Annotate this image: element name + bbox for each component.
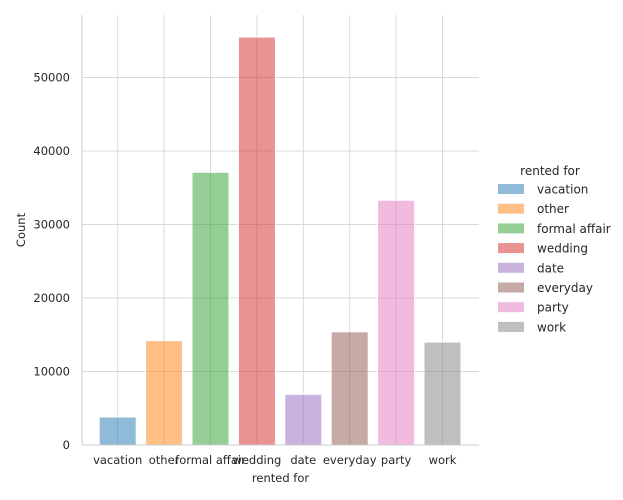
legend-title: rented for <box>520 164 580 178</box>
x-tick-label: party <box>381 453 412 467</box>
legend-swatch <box>498 184 524 194</box>
bar-vacation <box>98 416 137 446</box>
legend-swatch <box>498 203 524 214</box>
legend-swatch <box>498 223 524 234</box>
grid-lines <box>82 15 479 446</box>
legend-label: everyday <box>537 281 593 295</box>
y-tick-label: 20000 <box>33 291 70 305</box>
y-tick-label: 40000 <box>33 144 70 158</box>
y-tick-label: 0 <box>63 438 70 452</box>
bar-date <box>284 393 323 446</box>
bar-work <box>423 341 462 446</box>
bar-wedding <box>237 36 276 446</box>
axes <box>81 15 479 446</box>
bar-formal-affair <box>191 171 230 446</box>
y-tick-label: 30000 <box>33 217 70 231</box>
bars <box>98 36 462 446</box>
bar-other <box>145 340 184 446</box>
bar-party <box>377 199 416 446</box>
x-tick-label: everyday <box>323 453 377 467</box>
x-tick-label: work <box>429 453 457 467</box>
y-tick-label: 50000 <box>33 70 70 84</box>
x-tick-label: date <box>290 453 316 467</box>
legend-label: date <box>537 261 564 275</box>
x-tick-label: vacation <box>93 453 142 467</box>
x-tick-label: other <box>149 453 180 467</box>
legend-swatch <box>498 302 524 313</box>
x-tick-label: formal affair <box>175 453 246 467</box>
y-tick-label: 10000 <box>33 364 70 378</box>
legend-label: other <box>537 202 569 216</box>
legend: rented for vacation other formal affair wed… <box>498 164 611 334</box>
legend-swatch <box>498 262 524 273</box>
y-axis-label: Count <box>14 212 28 247</box>
legend-swatch <box>498 282 524 293</box>
legend-items: vacation other formal affair wedding date eve… <box>498 183 611 334</box>
x-tick-label: wedding <box>232 453 281 467</box>
bar-everyday <box>330 331 369 446</box>
legend-label: party <box>537 301 569 315</box>
legend-label: formal affair <box>537 222 611 236</box>
x-axis-label: rented for <box>252 471 309 485</box>
legend-label: vacation <box>537 183 588 197</box>
legend-label: wedding <box>537 242 588 256</box>
y-tick-labels: 0 10000 20000 30000 40000 50000 <box>33 70 70 452</box>
legend-label: work <box>537 320 566 334</box>
legend-swatch <box>498 321 524 332</box>
legend-swatch <box>498 243 524 254</box>
